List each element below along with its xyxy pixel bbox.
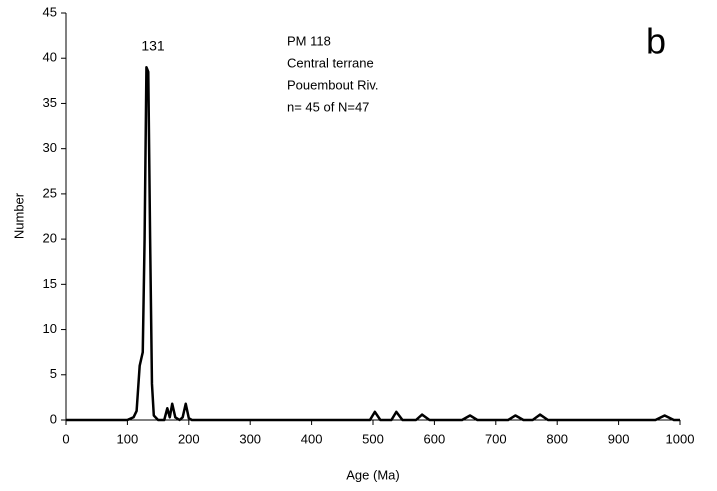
y-tick-label: 30 xyxy=(43,140,57,155)
annotation: n= 45 of N=47 xyxy=(287,99,369,114)
x-axis-title: Age (Ma) xyxy=(346,467,399,482)
x-tick-label: 500 xyxy=(362,431,384,446)
x-tick-label: 200 xyxy=(178,431,200,446)
y-axis-title: Number xyxy=(11,192,26,239)
annotation: Pouembout Riv. xyxy=(287,77,379,92)
x-tick-label: 900 xyxy=(608,431,630,446)
annotation: PM 118 xyxy=(287,33,331,48)
y-tick-label: 45 xyxy=(43,4,57,19)
x-tick-label: 600 xyxy=(424,431,446,446)
annotation: 131 xyxy=(141,38,165,54)
y-tick-label: 10 xyxy=(43,321,57,336)
y-tick-label: 20 xyxy=(43,231,57,246)
annotation: Central terrane xyxy=(287,55,374,70)
y-tick-label: 15 xyxy=(43,276,57,291)
data-line xyxy=(66,66,680,422)
x-tick-label: 0 xyxy=(62,431,69,446)
x-tick-label: 100 xyxy=(117,431,139,446)
x-tick-label: 400 xyxy=(301,431,323,446)
y-tick-label: 5 xyxy=(50,366,57,381)
annotation: b xyxy=(646,21,666,62)
x-tick-label: 700 xyxy=(485,431,507,446)
y-tick-label: 0 xyxy=(50,411,57,426)
y-tick-label: 40 xyxy=(43,50,57,65)
x-tick-label: 800 xyxy=(546,431,568,446)
y-tick-label: 25 xyxy=(43,185,57,200)
x-tick-label: 1000 xyxy=(666,431,695,446)
y-tick-label: 35 xyxy=(43,95,57,110)
x-tick-label: 300 xyxy=(239,431,261,446)
